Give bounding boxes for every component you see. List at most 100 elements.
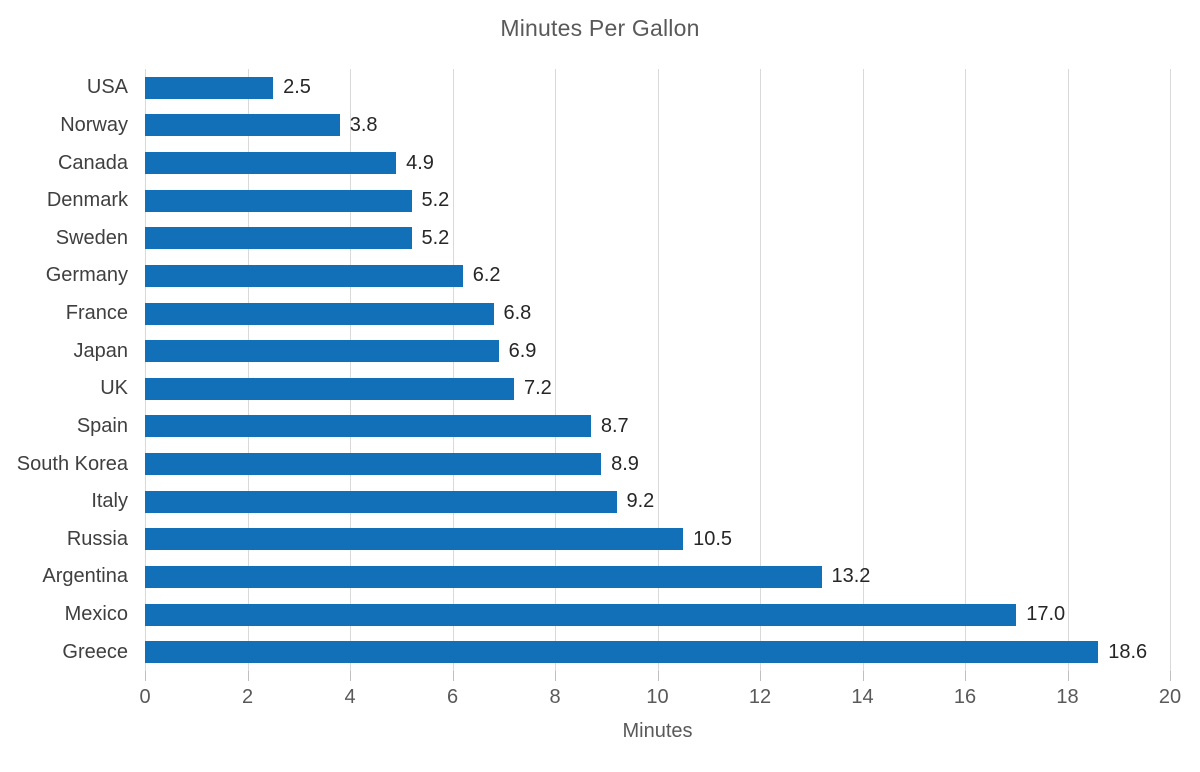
category-label: South Korea [16, 452, 128, 475]
axis-tick-mark [247, 671, 249, 681]
grid-line [452, 69, 454, 671]
category-label: France [65, 302, 128, 325]
value-label: 6.8 [503, 302, 532, 325]
x-axis-title: Minutes [622, 720, 693, 742]
bar-row: 13.2 [145, 558, 1170, 596]
bar [145, 302, 494, 325]
category-label: Greece [62, 640, 128, 663]
x-tick-label: 12 [748, 686, 772, 708]
grid-line [350, 69, 351, 671]
axis-tick-mark [1067, 671, 1069, 681]
bar-row: 8.7 [145, 408, 1170, 446]
category-axis: USA Norway Canada Denmark Sweden Germany Franc… [0, 69, 128, 671]
value-label: 4.9 [406, 151, 434, 174]
value-label: 5.2 [421, 226, 450, 249]
bar [145, 377, 514, 400]
category-label: Japan [73, 339, 129, 362]
grid-line [1170, 69, 1171, 671]
value-label: 13.2 [831, 565, 871, 588]
grid-line [760, 69, 761, 671]
x-tick-label: 4 [344, 686, 356, 708]
x-tick-label: 8 [549, 686, 561, 708]
x-tick-label: 14 [851, 686, 874, 708]
value-label: 18.6 [1108, 640, 1148, 663]
x-tick-label: 16 [953, 686, 977, 708]
axis-tick-mark [145, 671, 146, 681]
value-label: 2.5 [283, 76, 311, 99]
bar [145, 565, 822, 588]
value-label: 17.0 [1026, 603, 1066, 626]
category-label: Mexico [64, 603, 128, 626]
category-label: UK [100, 377, 128, 400]
axis-tick-mark [452, 671, 454, 681]
axis-tick-mark [350, 671, 351, 681]
value-label: 3.8 [349, 113, 378, 136]
grid-line [555, 69, 556, 671]
x-tick-label: 6 [446, 686, 459, 708]
grid-line [1067, 69, 1069, 671]
chart-title: Minutes Per Gallon [500, 15, 700, 41]
x-tick-label: 10 [646, 686, 669, 708]
grid-line [145, 69, 146, 671]
bar-rows: 2.5 3.8 4.9 5.2 5.2 6.2 6.8 6.9 7.2 8.7 8.9 9.2 10.5… [145, 69, 1170, 671]
bar-row: 5.2 [145, 220, 1170, 258]
bar [145, 264, 463, 287]
bar-row: 7.2 [145, 370, 1170, 408]
bar-row: 6.9 [145, 332, 1170, 370]
category-label: USA [86, 76, 128, 99]
grid-line [657, 69, 659, 671]
bar-row: 8.9 [145, 445, 1170, 483]
bar-row: 3.8 [145, 107, 1170, 145]
axis-tick-mark [1170, 671, 1171, 681]
bar-row: 18.6 [145, 633, 1170, 671]
value-label: 6.2 [472, 264, 501, 287]
bar-row: 5.2 [145, 182, 1170, 220]
bar-row: 6.8 [145, 295, 1170, 333]
category-label: Italy [91, 490, 128, 513]
value-label: 7.2 [524, 377, 552, 400]
grid-line [247, 69, 249, 671]
grid-line [862, 69, 864, 671]
bar [145, 603, 1017, 626]
category-label: Russia [66, 527, 128, 550]
value-label: 9.2 [626, 490, 655, 513]
category-label: Denmark [46, 189, 128, 212]
bar [145, 641, 1099, 664]
x-tick-label: 0 [139, 686, 151, 708]
category-label: Canada [57, 151, 128, 174]
category-label: Germany [45, 264, 128, 287]
category-label: Sweden [55, 226, 128, 249]
bar-row: 10.5 [145, 521, 1170, 559]
x-tick-label: 18 [1056, 686, 1079, 708]
x-tick-label: 20 [1158, 686, 1182, 708]
bar [145, 189, 412, 212]
axis-tick-mark [862, 671, 864, 681]
value-label: 10.5 [693, 527, 733, 550]
bar [145, 453, 602, 476]
bar [145, 76, 274, 99]
bar [145, 227, 412, 250]
value-label: 8.7 [600, 414, 629, 437]
axis-tick-mark [760, 671, 761, 681]
axis-tick-mark [657, 671, 659, 681]
bar-row: 2.5 [145, 69, 1170, 107]
value-label: 8.9 [611, 452, 639, 475]
category-label: Argentina [42, 565, 128, 588]
plot-area: 2.5 3.8 4.9 5.2 5.2 6.2 6.8 6.9 7.2 8.7 8.9 9.2 10.5… [145, 69, 1171, 681]
bar-row: 6.2 [145, 257, 1170, 295]
bar-row: 17.0 [145, 596, 1170, 634]
bar [145, 415, 591, 438]
category-label: Norway [60, 113, 128, 136]
bar [145, 528, 684, 551]
value-label: 6.9 [508, 339, 537, 362]
bar [145, 490, 617, 513]
axis-tick-mark [555, 671, 556, 681]
bar [145, 114, 340, 137]
x-axis-ticks: 0 2 4 6 8 10 12 14 16 18 20 [139, 686, 1181, 712]
category-label: Spain [76, 414, 128, 437]
bar-row: 9.2 [145, 483, 1170, 521]
bar [145, 340, 499, 363]
axis-tick-mark [965, 671, 966, 681]
bar-row: 4.9 [145, 144, 1170, 182]
